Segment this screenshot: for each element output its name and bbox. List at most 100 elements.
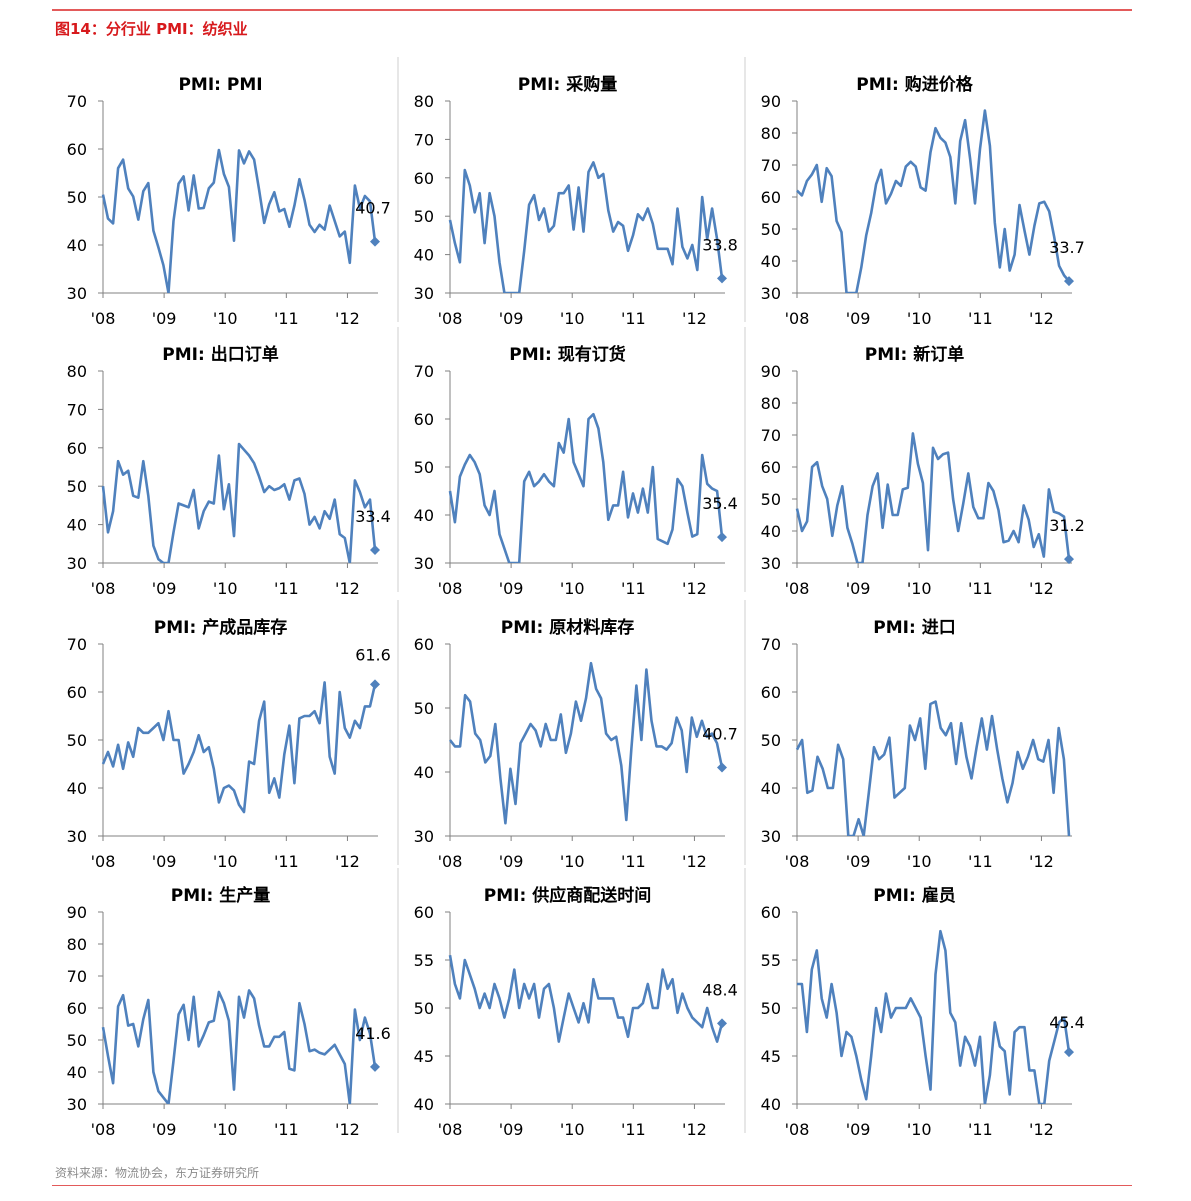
x-tick-label: '11 (621, 852, 646, 871)
x-tick-label: '12 (335, 309, 360, 328)
y-tick-label: 30 (67, 827, 87, 846)
x-tick-label: '12 (1029, 579, 1054, 598)
y-tick-label: 30 (414, 827, 434, 846)
x-tick-label: '11 (274, 852, 299, 871)
chart-panel-8: PMI: 原材料库存 30 40 50 60 '08 '09 '10 '11 '12 40.7 (414, 617, 738, 871)
y-tick-label: 60 (414, 169, 434, 188)
chart-panel-2: PMI: 采购量 30 40 50 60 70 80 '08 '09 '10 '11 '12 33.8 (414, 74, 738, 328)
y-tick-label: 60 (761, 683, 781, 702)
series-line (795, 700, 1071, 836)
y-tick-label: 80 (761, 394, 781, 413)
x-tick-label: '09 (152, 579, 177, 598)
y-tick-label: 30 (414, 284, 434, 303)
x-tick-label: '12 (1029, 1120, 1054, 1139)
y-tick-label: 70 (414, 130, 434, 149)
x-tick-label: '09 (846, 852, 871, 871)
y-tick-label: 45 (761, 1047, 781, 1066)
chart-title: PMI: PMI (178, 75, 262, 95)
chart-panel-11: PMI: 供应商配送时间 40 45 50 55 60 '08 '09 '10 '11 '12 48.… (414, 885, 738, 1139)
chart-title: PMI: 出口订单 (162, 344, 278, 365)
y-tick-label: 50 (414, 458, 434, 477)
x-tick-label: '08 (91, 309, 116, 328)
x-tick-label: '11 (274, 309, 299, 328)
end-point-marker (1064, 1047, 1074, 1058)
x-tick-label: '10 (907, 309, 932, 328)
end-point-marker (370, 1061, 380, 1072)
chart-panel-12: PMI: 雇员 40 45 50 55 60 '08 '09 '10 '11 '12 45.4 (761, 885, 1085, 1139)
y-tick-label: 80 (414, 92, 434, 111)
x-tick-label: '08 (785, 1120, 810, 1139)
end-point-marker (370, 679, 380, 690)
end-value-label: 41.6 (355, 1024, 391, 1043)
series-line (795, 432, 1071, 563)
y-tick-label: 40 (67, 1063, 87, 1082)
x-tick-label: '09 (152, 852, 177, 871)
x-tick-label: '11 (621, 309, 646, 328)
chart-title: PMI: 原材料库存 (501, 617, 634, 638)
y-tick-label: 80 (67, 935, 87, 954)
y-tick-label: 70 (67, 967, 87, 986)
y-tick-label: 40 (414, 506, 434, 525)
x-tick-label: '11 (621, 579, 646, 598)
y-tick-label: 40 (414, 1095, 434, 1114)
x-tick-label: '12 (682, 852, 707, 871)
x-tick-label: '08 (91, 852, 116, 871)
x-tick-label: '11 (274, 579, 299, 598)
y-tick-label: 70 (67, 400, 87, 419)
series-line (796, 109, 1070, 293)
series-line (797, 929, 1071, 1104)
x-tick-label: '10 (213, 309, 238, 328)
chart-panel-3: PMI: 购进价格 30 40 50 60 70 80 90 '08 '09 '10 '11 '12 33… (761, 74, 1085, 328)
y-tick-label: 40 (761, 252, 781, 271)
y-tick-label: 40 (414, 763, 434, 782)
y-tick-label: 50 (414, 207, 434, 226)
x-tick-label: '09 (499, 579, 524, 598)
end-point-marker (1064, 276, 1074, 287)
y-tick-label: 30 (67, 284, 87, 303)
end-point-marker (717, 273, 727, 284)
x-tick-label: '12 (335, 1120, 360, 1139)
chart-panel-7: PMI: 产成品库存 30 40 50 60 70 '08 '09 '10 '11 '12 61.6 (67, 617, 391, 871)
y-tick-label: 40 (761, 522, 781, 541)
y-tick-label: 40 (414, 246, 434, 265)
end-value-label: 40.7 (702, 725, 738, 744)
x-tick-label: '11 (968, 309, 993, 328)
bottom-rule (52, 1185, 1132, 1186)
y-tick-label: 60 (761, 903, 781, 922)
end-point-marker (717, 762, 727, 773)
chart-panel-9: PMI: 进口 30 40 50 60 70 '08 '09 '10 '11 '12 (761, 618, 1072, 871)
y-tick-label: 50 (761, 731, 781, 750)
y-tick-label: 30 (761, 827, 781, 846)
top-rule (52, 9, 1132, 11)
x-tick-label: '12 (682, 309, 707, 328)
x-tick-label: '09 (152, 309, 177, 328)
y-tick-label: 40 (761, 1095, 781, 1114)
y-tick-label: 50 (67, 731, 87, 750)
y-tick-label: 40 (67, 516, 87, 535)
x-tick-label: '10 (560, 852, 585, 871)
x-tick-label: '11 (621, 1120, 646, 1139)
y-tick-label: 70 (761, 156, 781, 175)
x-tick-label: '10 (213, 1120, 238, 1139)
figure-title: 图14：分行业 PMI：纺织业 (55, 20, 248, 38)
end-value-label: 35.4 (702, 494, 738, 513)
chart-panel-1: PMI: PMI 30 40 50 60 70 '08 '09 '10 '11 '12 40.7 (67, 75, 391, 328)
y-tick-label: 80 (761, 124, 781, 143)
y-tick-label: 60 (761, 188, 781, 207)
y-tick-label: 50 (67, 1031, 87, 1050)
x-tick-label: '09 (499, 309, 524, 328)
end-value-label: 40.7 (355, 199, 391, 218)
y-tick-label: 60 (67, 439, 87, 458)
chart-panel-6: PMI: 新订单 30 40 50 60 70 80 90 '08 '09 '10 '11 '12 31.… (761, 344, 1085, 598)
chart-title: PMI: 新订单 (865, 344, 964, 365)
chart-title: PMI: 进口 (873, 618, 955, 638)
chart-title: PMI: 雇员 (873, 885, 955, 906)
y-tick-label: 80 (67, 362, 87, 381)
x-tick-label: '12 (682, 579, 707, 598)
y-tick-label: 30 (67, 554, 87, 573)
end-value-label: 33.4 (355, 507, 391, 526)
end-value-label: 31.2 (1049, 516, 1085, 535)
chart-title: PMI: 产成品库存 (154, 617, 287, 638)
x-tick-label: '10 (907, 1120, 932, 1139)
